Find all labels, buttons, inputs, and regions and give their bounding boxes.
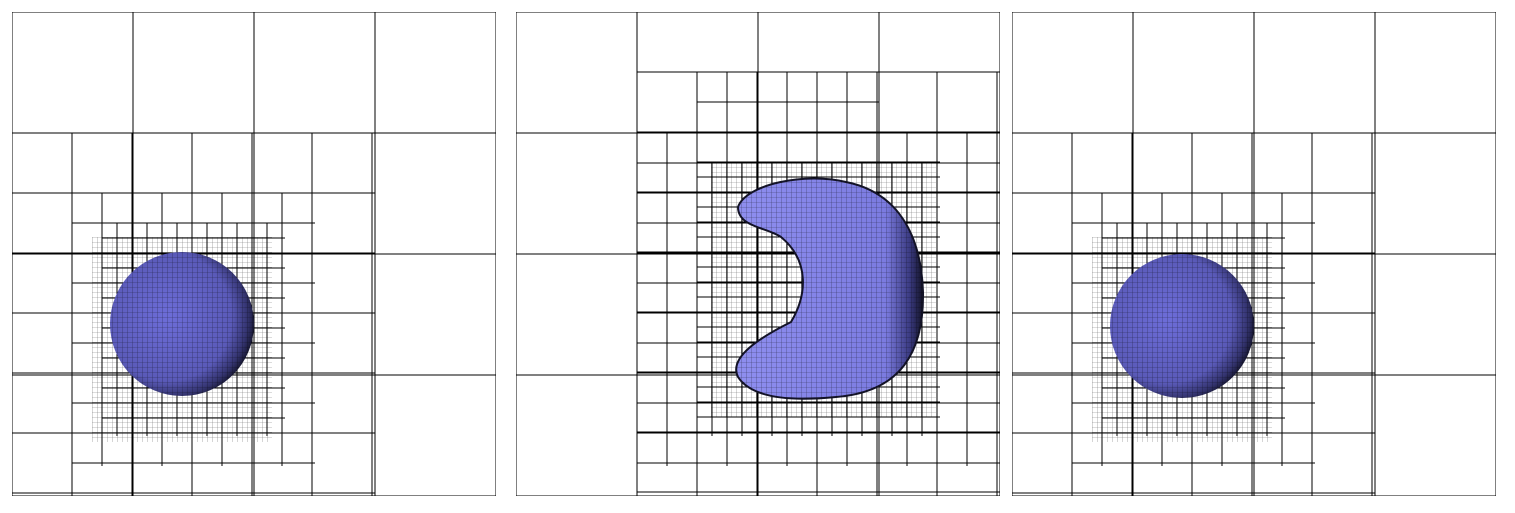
mesh-grid-deformed [516, 12, 1000, 496]
panel-initial-sphere-mesh [12, 12, 496, 496]
crescent-shape [735, 177, 925, 400]
sphere-shape [1110, 254, 1254, 398]
mesh-grid-final [1012, 12, 1496, 496]
panel-final-sphere-mesh [1012, 12, 1496, 496]
mesh-grid-initial [12, 12, 496, 496]
panel-deformed-crescent-mesh [516, 12, 1000, 496]
sphere-shape [110, 252, 254, 396]
